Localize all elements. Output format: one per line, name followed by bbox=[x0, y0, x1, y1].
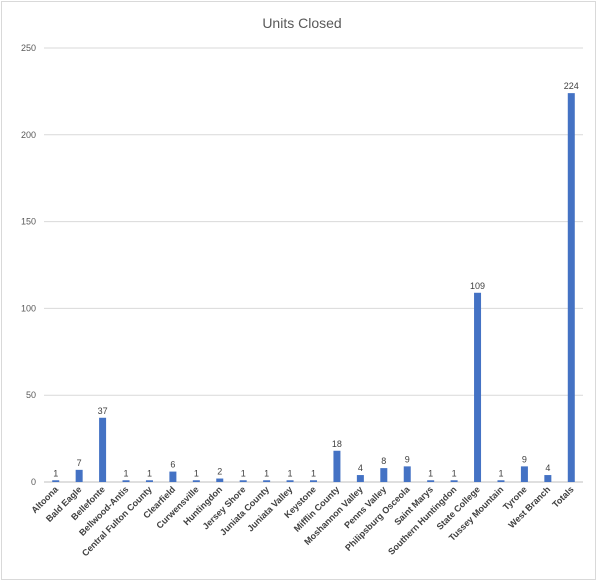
gridlines bbox=[44, 47, 583, 483]
data-label: 1 bbox=[311, 468, 316, 478]
bar bbox=[497, 480, 505, 482]
bar bbox=[333, 450, 341, 482]
bar bbox=[450, 480, 458, 482]
data-label: 1 bbox=[498, 468, 503, 478]
x-tick-label: West Branch bbox=[506, 484, 552, 530]
data-label: 2 bbox=[217, 467, 222, 477]
data-label: 1 bbox=[124, 468, 129, 478]
bar bbox=[216, 478, 224, 482]
data-label: 1 bbox=[147, 468, 152, 478]
data-label: 6 bbox=[170, 460, 175, 470]
bar bbox=[122, 480, 130, 482]
data-label: 8 bbox=[381, 456, 386, 466]
bars bbox=[52, 93, 575, 483]
bar bbox=[286, 480, 294, 482]
bar bbox=[474, 292, 482, 482]
data-label: 9 bbox=[522, 454, 527, 464]
y-tick-label: 200 bbox=[21, 130, 36, 140]
bar bbox=[380, 468, 388, 482]
data-label: 18 bbox=[332, 439, 342, 449]
bar bbox=[520, 466, 528, 482]
bar bbox=[544, 475, 552, 482]
y-tick-label: 250 bbox=[21, 43, 36, 53]
data-label: 1 bbox=[264, 468, 269, 478]
data-label: 224 bbox=[564, 81, 579, 91]
data-label: 4 bbox=[545, 463, 550, 473]
data-label: 1 bbox=[241, 468, 246, 478]
data-label: 109 bbox=[470, 281, 485, 291]
bar bbox=[99, 417, 107, 482]
bar bbox=[310, 480, 317, 482]
bar bbox=[52, 480, 60, 482]
bar bbox=[75, 469, 83, 482]
data-label: 1 bbox=[288, 468, 293, 478]
data-label: 37 bbox=[98, 406, 108, 416]
y-tick-label: 50 bbox=[26, 390, 36, 400]
chart-title: Units Closed bbox=[262, 15, 341, 31]
bar bbox=[403, 466, 411, 482]
bar bbox=[169, 471, 177, 482]
bar bbox=[145, 480, 153, 482]
bar bbox=[192, 480, 200, 482]
data-label: 1 bbox=[428, 468, 433, 478]
data-label: 1 bbox=[194, 468, 199, 478]
y-tick-label: 100 bbox=[21, 303, 36, 313]
data-label: 7 bbox=[77, 458, 82, 468]
x-tick-label: Totals bbox=[550, 484, 575, 509]
y-tick-label: 0 bbox=[31, 477, 36, 487]
y-tick-label: 150 bbox=[21, 217, 36, 227]
bar bbox=[356, 475, 364, 482]
data-label: 1 bbox=[452, 468, 457, 478]
data-label: 1 bbox=[53, 468, 58, 478]
bar bbox=[567, 93, 575, 483]
bar bbox=[427, 480, 435, 482]
data-label: 4 bbox=[358, 463, 363, 473]
y-axis-ticks: 0 50 100 150 200 250 bbox=[21, 43, 36, 487]
data-label: 9 bbox=[405, 454, 410, 464]
bar bbox=[263, 480, 271, 482]
bar bbox=[239, 480, 247, 482]
